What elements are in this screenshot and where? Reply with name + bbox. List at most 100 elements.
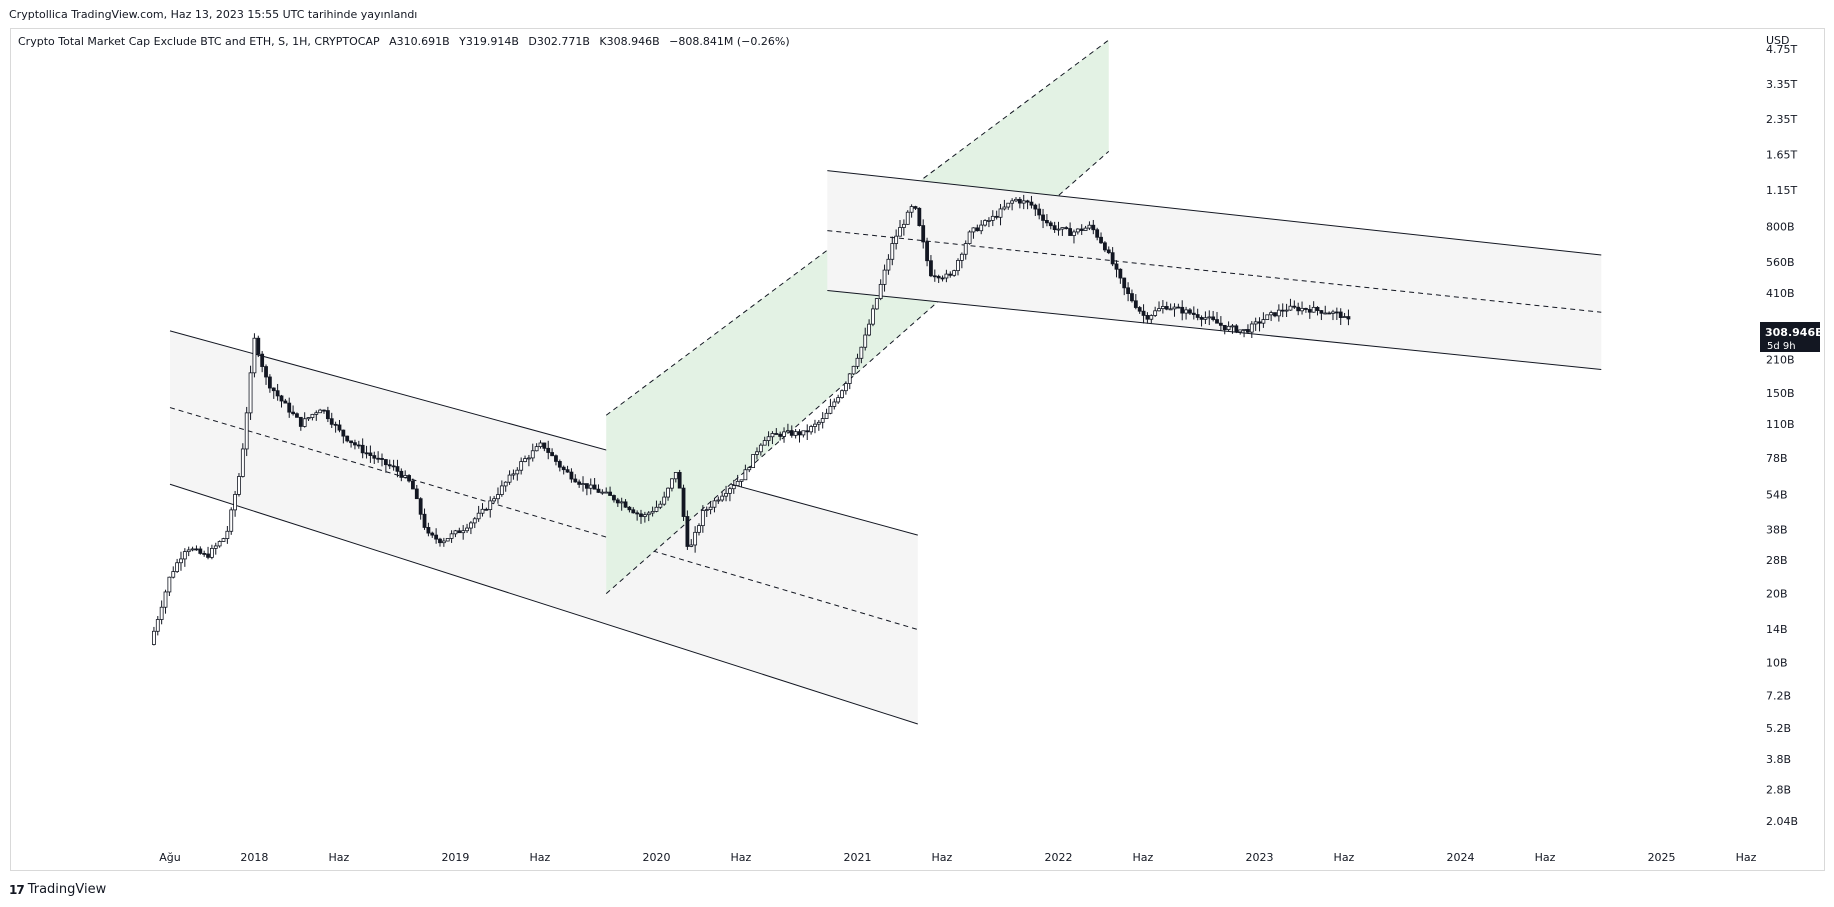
candle bbox=[248, 365, 253, 420]
price-axis[interactable]: USD 4.75T 3.35T 2.35T 1.65T 1.15T 800B 560B 410… bbox=[1766, 34, 1798, 828]
candle bbox=[940, 275, 945, 282]
tradingview-logo[interactable]: 17 TradingView bbox=[9, 882, 106, 897]
candle bbox=[813, 419, 817, 434]
candle-body bbox=[1300, 307, 1304, 312]
channel-3[interactable] bbox=[827, 170, 1602, 370]
channel-1[interactable] bbox=[169, 330, 918, 725]
candle-body bbox=[1106, 249, 1111, 254]
candle-body bbox=[414, 488, 419, 500]
candle-body bbox=[855, 357, 860, 367]
candle-body bbox=[1099, 236, 1103, 244]
candle-body bbox=[565, 469, 570, 473]
candle-body bbox=[1280, 309, 1285, 312]
candle-body bbox=[221, 538, 226, 542]
candle-body bbox=[743, 469, 748, 481]
tradingview-wordmark: TradingView bbox=[27, 882, 107, 897]
candle-body bbox=[449, 533, 454, 539]
candle bbox=[519, 457, 524, 475]
legend-low: D302.771B bbox=[528, 35, 590, 48]
candle bbox=[310, 413, 315, 421]
candle-body bbox=[642, 514, 647, 517]
candle bbox=[1083, 225, 1088, 231]
candle bbox=[318, 408, 323, 414]
candle-body bbox=[739, 479, 744, 482]
candle bbox=[778, 431, 783, 441]
candle-body bbox=[824, 412, 829, 419]
channel-upper-line bbox=[169, 330, 918, 536]
candle-body bbox=[190, 548, 195, 551]
price-tick-label: 20B bbox=[1766, 588, 1788, 601]
candle bbox=[368, 445, 373, 463]
candle-body bbox=[225, 530, 230, 539]
candle-body bbox=[793, 431, 798, 436]
chart-frame[interactable] bbox=[10, 28, 1825, 871]
candle bbox=[279, 394, 284, 408]
candle bbox=[1319, 310, 1324, 321]
candle-body bbox=[728, 488, 732, 494]
candle-body bbox=[403, 475, 408, 478]
candle-body bbox=[782, 431, 786, 437]
channel-fill bbox=[170, 330, 918, 725]
candle-body bbox=[704, 509, 709, 511]
candle-body bbox=[612, 495, 616, 501]
candle bbox=[345, 435, 350, 443]
candle-body bbox=[1188, 309, 1192, 314]
candle-body bbox=[990, 215, 995, 221]
price-tick-label: 410B bbox=[1766, 287, 1795, 300]
candle-body bbox=[175, 562, 180, 572]
candle bbox=[1226, 321, 1231, 332]
candle-body bbox=[1199, 317, 1204, 320]
time-tick-label: 2019 bbox=[441, 851, 469, 864]
candle bbox=[786, 423, 790, 434]
candle-body bbox=[890, 243, 895, 260]
candle-body bbox=[503, 481, 508, 487]
candle bbox=[1114, 260, 1119, 278]
candle-body bbox=[712, 500, 717, 508]
candle-body bbox=[1014, 198, 1018, 202]
candle bbox=[186, 546, 191, 557]
candle bbox=[484, 507, 489, 511]
candle bbox=[1296, 302, 1301, 316]
candle bbox=[457, 527, 462, 534]
candlestick-series bbox=[152, 194, 1351, 646]
channel-drawings[interactable] bbox=[169, 39, 1602, 725]
candle-body bbox=[206, 553, 210, 558]
candle-body bbox=[155, 619, 160, 632]
candle bbox=[619, 497, 624, 511]
candle-body bbox=[469, 522, 473, 529]
candle-body bbox=[774, 433, 779, 435]
candle bbox=[322, 409, 326, 414]
candle-body bbox=[492, 498, 497, 502]
legend-symbol[interactable]: Crypto Total Market Cap Exclude BTC and … bbox=[18, 35, 380, 48]
candle-body bbox=[1246, 329, 1250, 333]
candle-body bbox=[1273, 312, 1277, 317]
channel-2[interactable] bbox=[605, 39, 1110, 595]
candle-body bbox=[345, 435, 350, 442]
candle-body bbox=[635, 512, 640, 515]
candle-body bbox=[1164, 306, 1169, 310]
channel-fill bbox=[827, 170, 1602, 370]
candle-body bbox=[1137, 307, 1142, 312]
candle bbox=[353, 439, 357, 450]
candle bbox=[979, 220, 984, 235]
candle-body bbox=[430, 532, 435, 536]
time-axis[interactable]: Ağu 2018 Haz 2019 Haz 2020 Haz 2021 Haz 2022 Haz 20… bbox=[159, 851, 1756, 864]
candle-body bbox=[1207, 316, 1212, 319]
candle bbox=[565, 465, 570, 473]
candle-body bbox=[1010, 200, 1015, 204]
candle bbox=[298, 416, 303, 431]
candle bbox=[1126, 282, 1130, 302]
candle-body bbox=[1095, 229, 1100, 238]
candle bbox=[998, 203, 1003, 226]
candle-body bbox=[1157, 308, 1161, 312]
candle bbox=[573, 474, 578, 483]
candle-body bbox=[944, 273, 949, 279]
legend-change: −808.841M (−0.26%) bbox=[669, 35, 790, 48]
candle-body bbox=[569, 471, 574, 480]
candle bbox=[499, 480, 504, 497]
candle-body bbox=[1006, 202, 1011, 208]
candle bbox=[155, 616, 160, 636]
candle-body bbox=[1249, 323, 1254, 333]
candle-body bbox=[163, 591, 168, 608]
